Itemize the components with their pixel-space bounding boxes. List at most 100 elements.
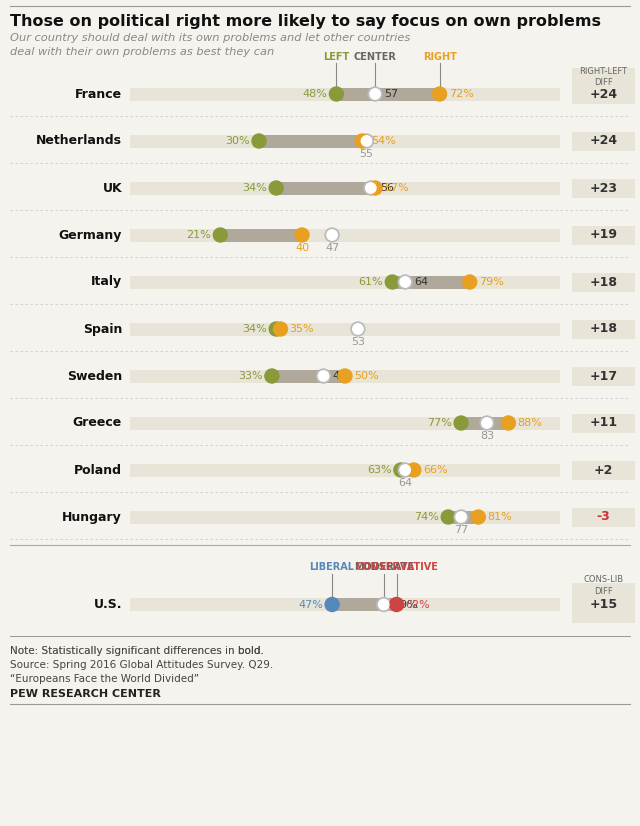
Circle shape <box>482 418 492 428</box>
Bar <box>392 276 470 288</box>
Bar <box>572 131 635 150</box>
Text: “Europeans Face the World Divided”: “Europeans Face the World Divided” <box>10 674 199 684</box>
Text: +15: +15 <box>589 598 618 611</box>
Circle shape <box>501 416 515 430</box>
Bar <box>448 510 478 524</box>
Text: PEW RESEARCH CENTER: PEW RESEARCH CENTER <box>10 689 161 699</box>
Bar <box>572 461 635 480</box>
Circle shape <box>295 228 309 242</box>
Circle shape <box>441 510 455 524</box>
Bar <box>572 68 635 86</box>
Text: Our country should deal with its own problems and let other countries
deal with : Our country should deal with its own pro… <box>10 33 410 57</box>
Text: Italy: Italy <box>91 276 122 288</box>
Text: +24: +24 <box>589 135 618 148</box>
Bar <box>572 414 635 433</box>
Text: 77%: 77% <box>428 418 452 428</box>
Text: Poland: Poland <box>74 463 122 477</box>
Text: MODERATE: MODERATE <box>354 563 414 572</box>
Text: 50%: 50% <box>354 371 379 381</box>
Circle shape <box>400 277 410 287</box>
Text: 40: 40 <box>295 243 309 253</box>
Circle shape <box>398 275 412 289</box>
Text: 45: 45 <box>333 371 347 381</box>
Text: 57: 57 <box>384 89 398 99</box>
Bar <box>272 369 345 382</box>
Circle shape <box>317 369 330 383</box>
Text: +19: +19 <box>589 229 618 241</box>
Text: Note: Statistically significant differences in: Note: Statistically significant differen… <box>10 646 238 656</box>
Bar <box>332 598 397 611</box>
Circle shape <box>368 181 382 195</box>
Text: 47%: 47% <box>298 600 323 610</box>
Bar <box>130 322 560 335</box>
Bar <box>130 369 560 382</box>
Circle shape <box>400 465 410 475</box>
Circle shape <box>370 89 380 99</box>
Circle shape <box>378 600 389 610</box>
Text: +23: +23 <box>589 182 618 194</box>
Circle shape <box>480 416 494 430</box>
Text: 21%: 21% <box>186 230 211 240</box>
Bar <box>130 463 560 477</box>
Text: France: France <box>75 88 122 101</box>
Text: RIGHT-LEFT
DIFF: RIGHT-LEFT DIFF <box>579 67 628 87</box>
Circle shape <box>265 369 279 383</box>
Bar <box>130 135 560 148</box>
Circle shape <box>351 322 365 336</box>
Circle shape <box>213 228 227 242</box>
Text: 53: 53 <box>351 337 365 347</box>
Bar <box>572 367 635 386</box>
Circle shape <box>362 135 372 146</box>
Bar <box>276 182 375 194</box>
Text: 64: 64 <box>398 478 412 488</box>
Text: 77: 77 <box>454 525 468 535</box>
Text: CENTER: CENTER <box>354 52 397 62</box>
Text: Greece: Greece <box>73 416 122 430</box>
Text: 35%: 35% <box>289 324 314 334</box>
Bar <box>130 598 560 611</box>
Text: Note: Statistically significant differences in bold.: Note: Statistically significant differen… <box>10 646 264 656</box>
Bar <box>130 276 560 288</box>
Text: -3: -3 <box>596 510 611 524</box>
Bar <box>259 135 362 148</box>
Bar <box>572 178 635 197</box>
Text: CONSERVATIVE: CONSERVATIVE <box>355 563 438 572</box>
Bar <box>572 225 635 244</box>
Circle shape <box>385 275 399 289</box>
Circle shape <box>273 322 287 336</box>
Circle shape <box>454 510 468 524</box>
Circle shape <box>269 181 284 195</box>
Circle shape <box>355 134 369 148</box>
Bar <box>572 84 635 103</box>
Bar <box>130 510 560 524</box>
Text: 33%: 33% <box>238 371 263 381</box>
Circle shape <box>269 322 284 336</box>
Text: Germany: Germany <box>59 229 122 241</box>
Text: 83: 83 <box>480 431 494 441</box>
Circle shape <box>398 463 412 477</box>
Circle shape <box>252 134 266 148</box>
Text: +17: +17 <box>589 369 618 382</box>
Text: LEFT: LEFT <box>323 52 349 62</box>
Text: Netherlands: Netherlands <box>36 135 122 148</box>
Circle shape <box>394 463 408 477</box>
Text: 64: 64 <box>414 277 428 287</box>
Text: 57%: 57% <box>384 183 409 193</box>
Bar <box>572 595 635 614</box>
Text: 81%: 81% <box>487 512 512 522</box>
Bar <box>401 463 414 477</box>
Text: 63%: 63% <box>367 465 392 475</box>
Bar <box>572 507 635 526</box>
Circle shape <box>360 134 374 148</box>
Text: +11: +11 <box>589 416 618 430</box>
Circle shape <box>325 228 339 242</box>
Circle shape <box>471 510 485 524</box>
Text: U.S.: U.S. <box>93 598 122 611</box>
Text: RIGHT: RIGHT <box>422 52 456 62</box>
Text: 54%: 54% <box>371 136 396 146</box>
Circle shape <box>330 87 344 101</box>
Circle shape <box>365 183 376 193</box>
Text: 59%: 59% <box>393 600 417 610</box>
Text: CONS-LIB
DIFF: CONS-LIB DIFF <box>584 576 623 596</box>
Text: Spain: Spain <box>83 322 122 335</box>
